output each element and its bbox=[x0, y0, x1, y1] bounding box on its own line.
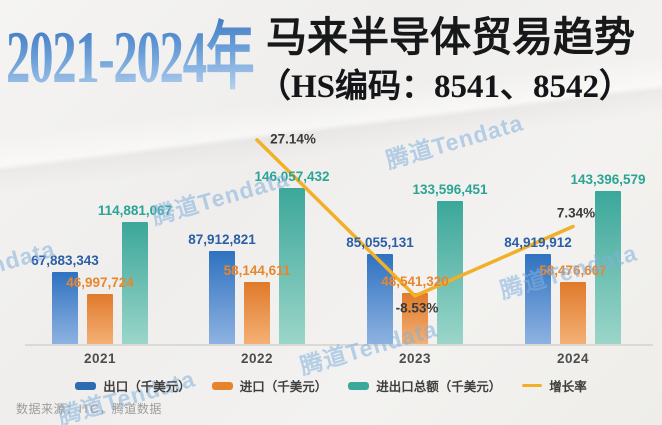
legend-item-growth: 增长率 bbox=[522, 376, 587, 395]
page-subtitle: （HS编码：8541、8542） bbox=[258, 69, 633, 105]
x-axis-label-2022: 2022 bbox=[240, 351, 274, 366]
value-label-total-2022: 146,057,432 bbox=[254, 169, 330, 184]
value-label-export-2023: 85,055,131 bbox=[346, 234, 414, 250]
value-label-total-2021: 114,881,067 bbox=[97, 202, 173, 218]
bar-import-2024 bbox=[560, 282, 586, 345]
bar-total-2021 bbox=[122, 221, 148, 345]
title-year-range: 2021-2024年 bbox=[6, 17, 255, 99]
bar-export-2021 bbox=[52, 272, 78, 345]
bar-export-2023 bbox=[367, 253, 393, 345]
x-axis-label-2021: 2021 bbox=[83, 351, 117, 366]
value-label-export-2022: 87,912,821 bbox=[188, 231, 256, 247]
x-axis-label-2023: 2023 bbox=[398, 351, 432, 366]
legend-swatch-growth bbox=[522, 384, 543, 387]
value-label-export-2021: 67,883,343 bbox=[31, 253, 99, 269]
value-label-import-2024: 58,476,667 bbox=[539, 263, 607, 279]
value-label-total-2023: 133,596,451 bbox=[412, 182, 488, 198]
growth-label-2022: 27.14% bbox=[270, 131, 316, 147]
legend-swatch-import bbox=[211, 381, 233, 390]
value-label-export-2024: 84,919,912 bbox=[504, 234, 572, 250]
x-axis-label-2024: 2024 bbox=[556, 351, 590, 366]
legend-label-total: 进出口总额（千美元） bbox=[376, 380, 502, 394]
page-title: 马来半导体贸易趋势 bbox=[266, 14, 635, 60]
value-label-total-2024: 143,396,579 bbox=[570, 171, 646, 187]
chart-legend: 出口（千美元） 进口（千美元） 进出口总额（千美元） 增长率 bbox=[0, 376, 662, 395]
bar-import-2021 bbox=[87, 294, 113, 345]
growth-label-2023: -8.53% bbox=[395, 300, 439, 316]
legend-label-import: 进口（千美元） bbox=[239, 380, 328, 394]
bar-import-2022 bbox=[244, 282, 270, 345]
x-axis-line bbox=[25, 344, 653, 346]
legend-swatch-total bbox=[348, 381, 370, 390]
value-label-import-2022: 58,144,611 bbox=[223, 263, 291, 279]
growth-label-2024: 7.34% bbox=[556, 205, 596, 221]
legend-item-import: 进口（千美元） bbox=[211, 376, 328, 395]
legend-label-growth: 增长率 bbox=[549, 380, 587, 394]
bar-total-2024 bbox=[595, 190, 621, 345]
value-label-import-2021: 46,997,724 bbox=[66, 275, 134, 291]
legend-item-total: 进出口总额（千美元） bbox=[348, 376, 501, 395]
bar-export-2022 bbox=[209, 250, 235, 345]
legend-label-export: 出口（千美元） bbox=[103, 380, 191, 394]
value-label-import-2023: 48,541,320 bbox=[381, 273, 449, 289]
legend-swatch-export bbox=[75, 381, 97, 390]
legend-item-export: 出口（千美元） bbox=[75, 376, 191, 395]
data-source-note: 数据来源：ITC，腾道数据 bbox=[16, 402, 162, 416]
bar-import-2023 bbox=[402, 292, 428, 345]
